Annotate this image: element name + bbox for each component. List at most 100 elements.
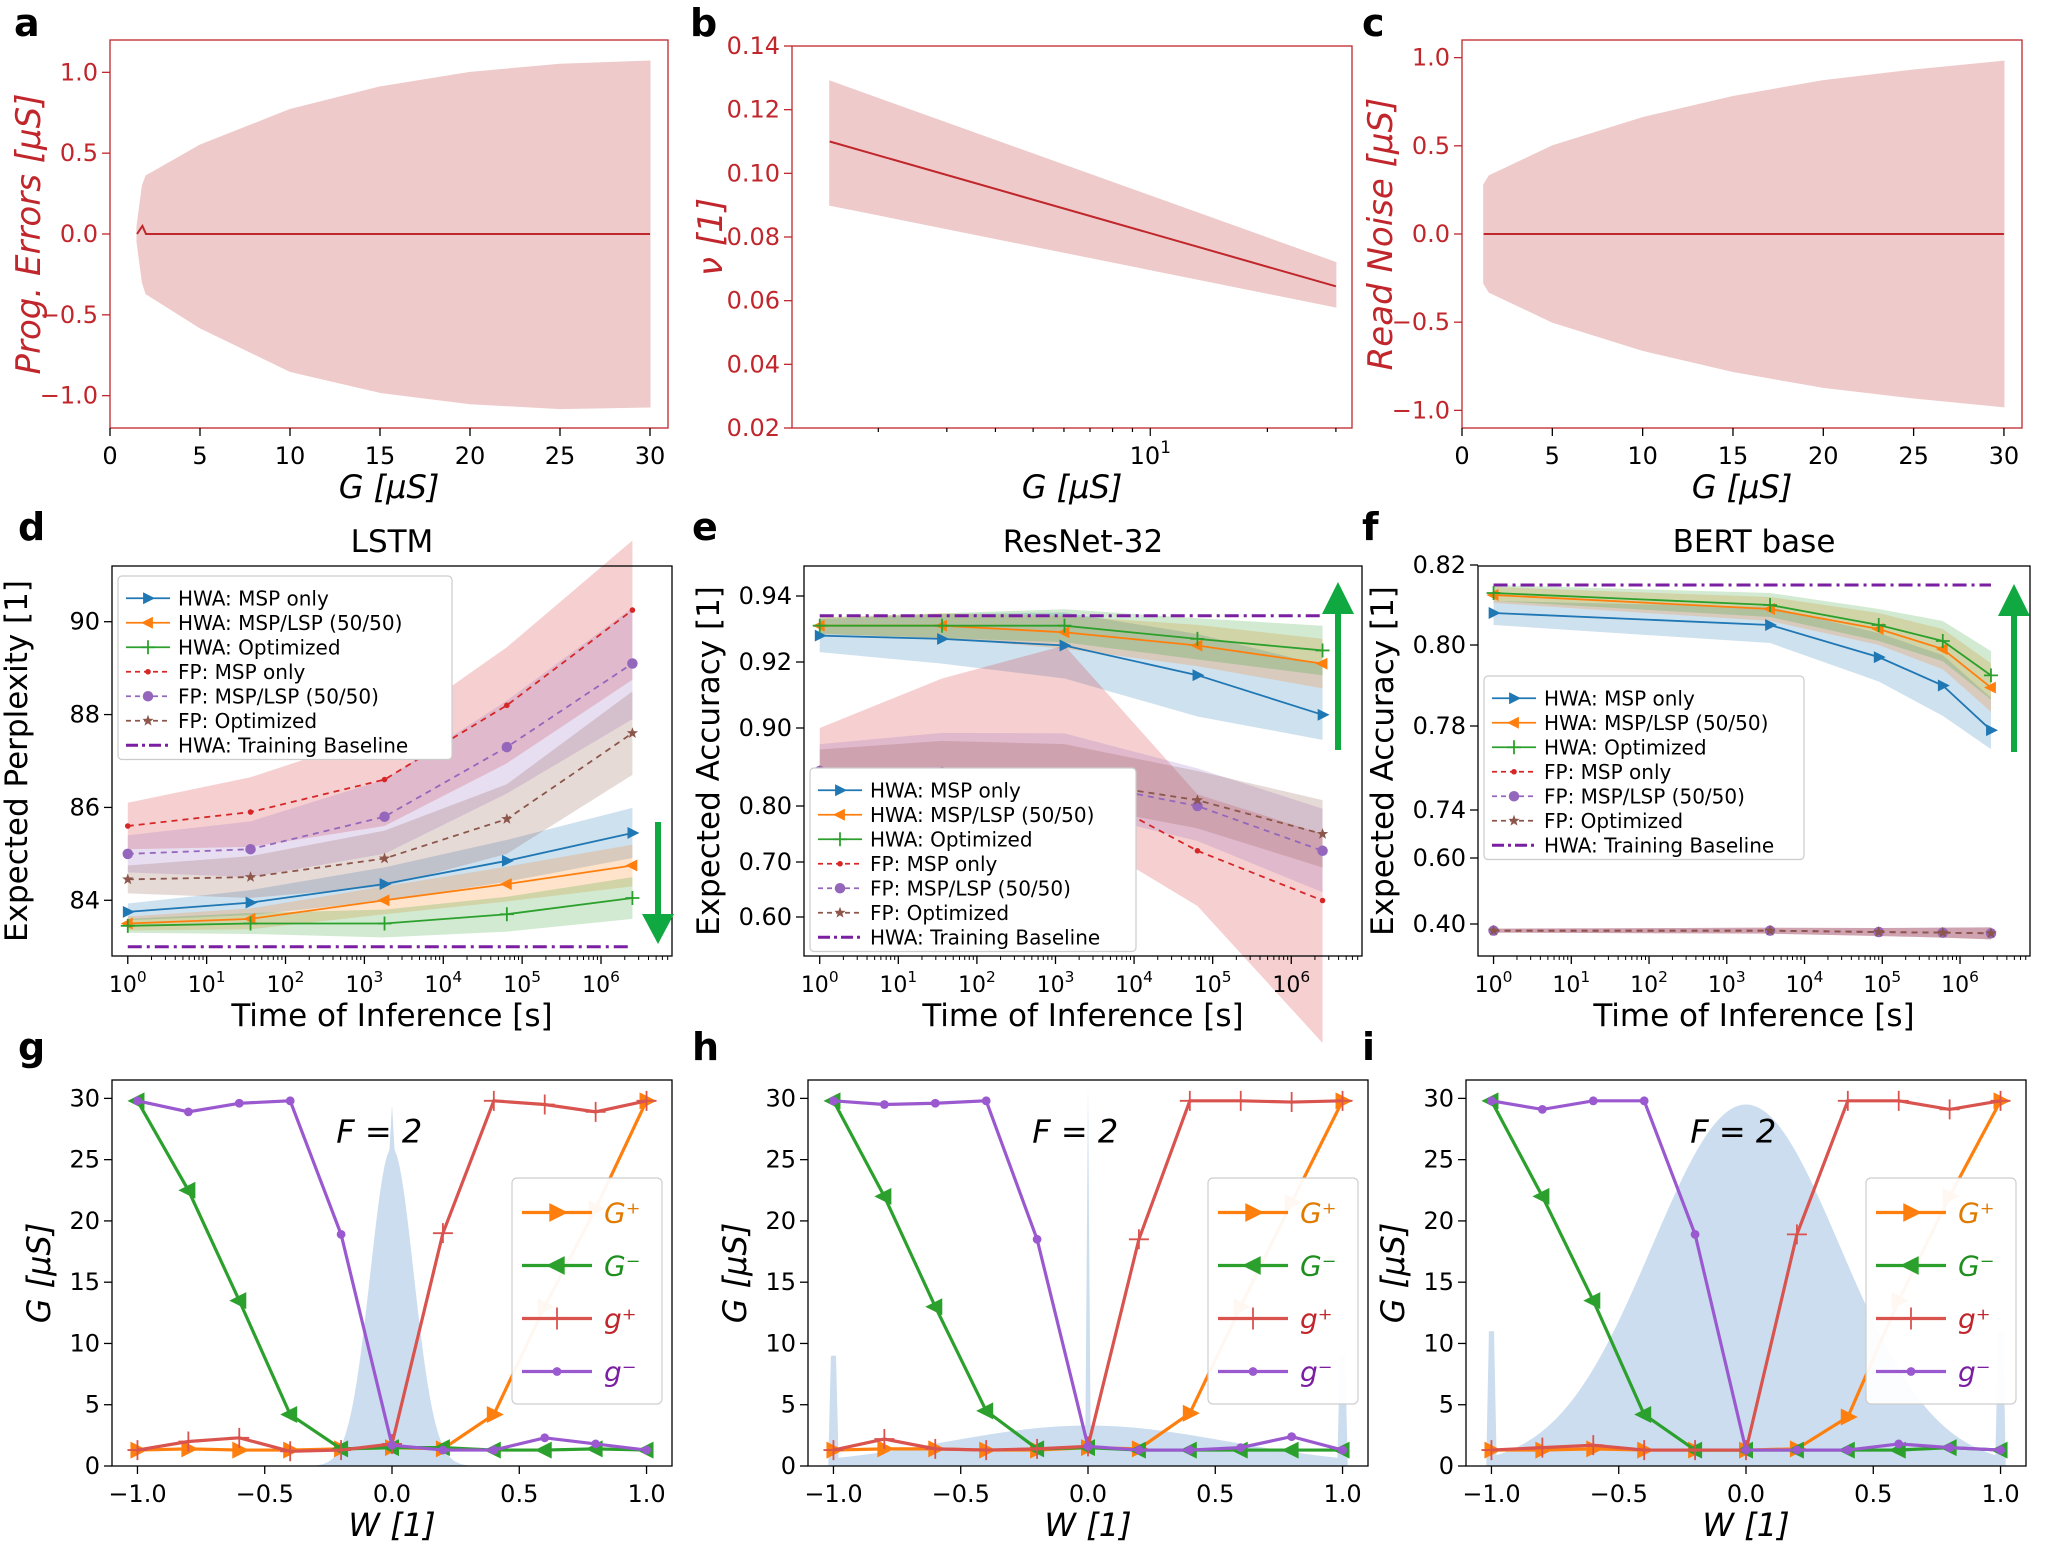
y-tick-label: 0.12 — [727, 96, 780, 124]
series-band — [1493, 601, 1991, 750]
marker-dot — [234, 1098, 244, 1108]
y-axis-label: Prog. Errors [μS] — [9, 94, 49, 375]
marker-triangle-right — [1245, 1203, 1264, 1222]
marker-triangle-right — [937, 632, 950, 645]
y-tick-label: 0.08 — [727, 223, 780, 251]
marker-dot — [1945, 1443, 1955, 1453]
y-tick-label: 20 — [69, 1207, 100, 1235]
marker-triangle-right — [1535, 1441, 1553, 1459]
y-tick-label: 90 — [69, 608, 100, 636]
marker-plus — [483, 1090, 504, 1111]
x-tick-label: 30 — [1989, 442, 2020, 470]
legend-label: FP: Optimized — [870, 901, 1009, 925]
marker-triangle-right — [1509, 692, 1521, 705]
marker-star — [122, 873, 134, 885]
chart-title: ResNet-32 — [1003, 524, 1163, 560]
legend-label: FP: MSP/LSP (50/50) — [870, 876, 1071, 900]
y-tick-label: 0.60 — [739, 903, 792, 931]
marker-plus — [585, 1101, 606, 1122]
x-tick-label: 101 — [188, 968, 226, 998]
marker-plus — [377, 916, 392, 931]
panel-label-d: d — [18, 505, 45, 549]
marker-dot — [1134, 1445, 1144, 1455]
marker-triangle-right — [245, 896, 258, 909]
marker-plus — [1983, 668, 1998, 683]
legend-label: FP: Optimized — [1544, 809, 1683, 833]
marker-dot — [1236, 1443, 1246, 1453]
marker-plus — [1486, 586, 1501, 600]
series-band — [1493, 585, 1991, 700]
panel-label-c: c — [1362, 1, 1385, 45]
marker-triangle-left — [925, 1298, 943, 1316]
marker-plus — [1332, 1090, 1353, 1111]
marker-plus — [925, 1438, 946, 1459]
y-tick-label: −0.5 — [40, 301, 98, 329]
marker-plus — [874, 1429, 895, 1450]
marker-plus — [1190, 631, 1205, 646]
legend-box — [809, 767, 1137, 953]
marker-plus — [331, 1440, 352, 1461]
x-tick-label: 0 — [1454, 442, 1469, 470]
marker-star — [244, 871, 257, 882]
annotation-f: F = 2 — [1032, 1112, 1118, 1150]
marker-triangle-left — [833, 808, 845, 821]
marker-plus — [935, 618, 950, 633]
marker-dot — [124, 823, 131, 829]
x-axis-label: Time of Inference [s] — [921, 998, 1243, 1034]
marker-star — [1764, 924, 1776, 936]
x-axis-label: W [1] — [1044, 1506, 1131, 1541]
marker-triangle-left — [1242, 1256, 1261, 1275]
marker-triangle-left — [1634, 1406, 1652, 1424]
x-tick-label: 101 — [1552, 968, 1590, 998]
marker-dot — [438, 1445, 448, 1455]
y-tick-label: 0 — [85, 1452, 100, 1480]
marker-plus — [243, 916, 258, 931]
marker-plus — [833, 832, 847, 847]
y-tick-label: 0.5 — [1412, 132, 1450, 160]
marker-triangle-left — [1057, 626, 1070, 639]
marker-plus — [1532, 1437, 1553, 1458]
marker-dot — [1843, 1445, 1853, 1455]
panel-i: −1.0 −0.5 0.0 0.5 1.0 0 5 10 15 20 25 30 W [1] G [μS]… — [1374, 1079, 2027, 1541]
marker-plus — [432, 1223, 453, 1244]
y-tick-label: 88 — [69, 701, 100, 729]
legend: G⁺ G⁻ g⁺ g⁻ — [1207, 1177, 1359, 1405]
marker-dot — [489, 1445, 499, 1455]
marker-dot — [504, 702, 510, 709]
x-axis-label: G [μS] — [1692, 468, 1793, 506]
legend-label: G⁺ — [1958, 1197, 1994, 1230]
arrow — [642, 822, 674, 944]
marker-plus — [1507, 740, 1521, 755]
y-tick-label: 0.60 — [1413, 844, 1466, 872]
arrow — [1322, 582, 1354, 750]
marker-triangle-right — [486, 1406, 504, 1424]
y-tick-label: 30 — [69, 1084, 100, 1112]
x-tick-label: 5 — [1545, 442, 1560, 470]
legend-label: HWA: MSP only — [870, 778, 1021, 802]
series-band — [127, 807, 633, 921]
y-axis-label: Read Noise [μS] — [1361, 98, 1401, 371]
legend-label: G⁺ — [1300, 1197, 1336, 1230]
x-tick-label: 30 — [635, 442, 666, 470]
marker-plus — [1935, 634, 1950, 648]
marker-triangle-left — [1983, 681, 1996, 694]
marker-plus — [625, 890, 640, 905]
y-tick-label: 0.0 — [60, 220, 98, 248]
panel-label-b: b — [690, 1, 717, 45]
marker-triangle-right — [1937, 679, 1950, 692]
x-tick-label: 102 — [267, 968, 305, 998]
marker-triangle-right — [379, 878, 392, 890]
panel-h: −1.0 −0.5 0.0 0.5 1.0 0 5 10 15 20 25 30 W [1] G [μS]… — [716, 1079, 1369, 1541]
marker-triangle-right — [627, 827, 640, 839]
y-axis-label: Expected Accuracy [1] — [1365, 586, 1401, 936]
marker-triangle-left — [229, 1292, 247, 1310]
marker-dot — [930, 1098, 940, 1108]
marker-plus — [127, 1440, 148, 1461]
marker-dot — [1487, 1096, 1496, 1106]
marker-dot — [145, 668, 151, 675]
legend-label: FP: Optimized — [178, 709, 317, 733]
chart-title: LSTM — [351, 524, 434, 560]
mean-line — [829, 140, 1337, 288]
legend-label: G⁻ — [604, 1250, 640, 1283]
